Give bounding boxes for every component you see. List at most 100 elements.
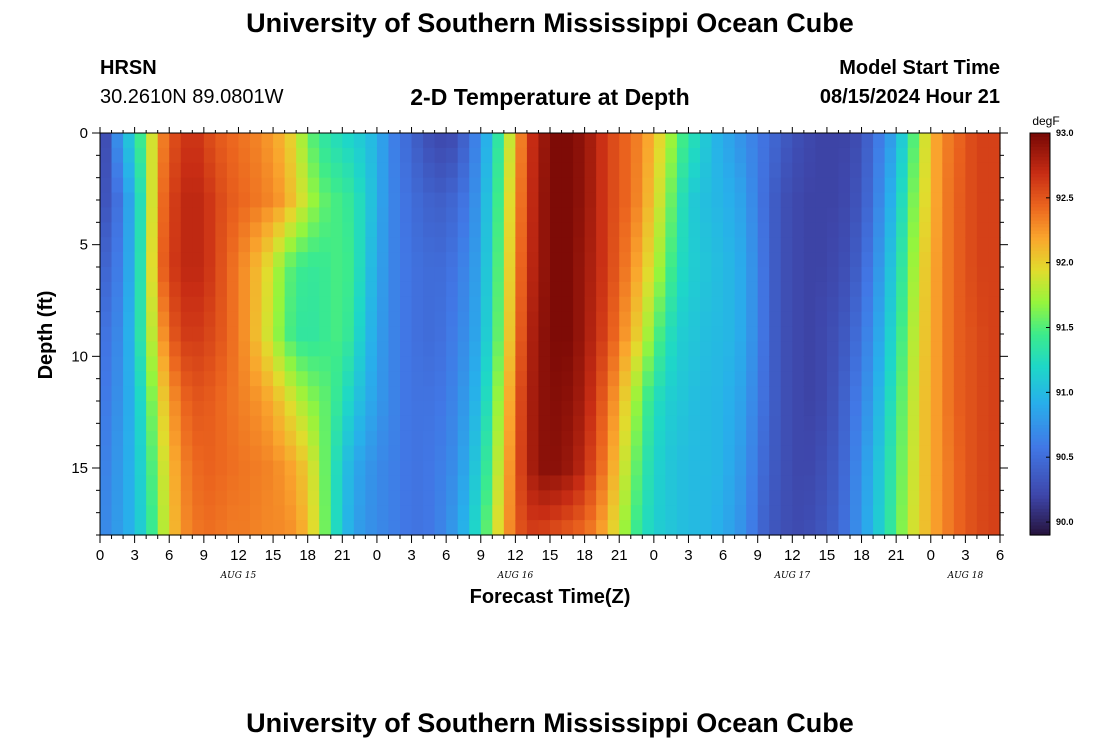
heatmap-cell	[469, 520, 482, 536]
heatmap-cell	[353, 207, 366, 223]
heatmap-cell	[688, 371, 701, 387]
heatmap-cell	[226, 192, 240, 209]
colorbar-segment	[1030, 210, 1050, 214]
y-tick-label: 15	[71, 460, 88, 477]
heatmap-cell	[538, 505, 551, 521]
heatmap-cell	[307, 386, 320, 402]
heatmap-cell	[896, 445, 909, 462]
heatmap-cell	[400, 222, 413, 238]
heatmap-cell	[423, 192, 436, 209]
heatmap-cell	[734, 281, 747, 298]
heatmap-cell	[353, 341, 366, 357]
heatmap-cell	[769, 237, 782, 253]
heatmap-cell	[976, 490, 990, 506]
heatmap-cell	[930, 177, 943, 194]
heatmap-cell	[376, 326, 390, 343]
heatmap-cell	[723, 162, 736, 179]
heatmap-cell	[365, 460, 378, 477]
heatmap-cell	[503, 371, 516, 387]
heatmap-cell	[376, 252, 390, 268]
heatmap-cell	[423, 415, 436, 432]
heatmap-cell	[907, 490, 920, 506]
heatmap-cell	[907, 520, 920, 536]
heatmap-cell	[850, 252, 863, 268]
heatmap-cell	[826, 192, 840, 209]
heatmap-cell	[203, 341, 216, 357]
heatmap-cell	[884, 207, 897, 223]
heatmap-cell	[100, 505, 113, 521]
heatmap-cell	[746, 520, 759, 536]
heatmap-cell	[180, 133, 193, 149]
heatmap-cell	[503, 133, 516, 149]
heatmap-cell	[134, 520, 147, 536]
heatmap-cell	[573, 460, 586, 477]
heatmap-cell	[376, 401, 390, 417]
heatmap-cell	[250, 133, 263, 149]
heatmap-cell	[792, 133, 805, 149]
heatmap-cell	[653, 520, 666, 536]
heatmap-cell	[469, 311, 482, 328]
heatmap-cell	[896, 162, 909, 179]
heatmap-cell	[388, 252, 401, 268]
heatmap-cell	[203, 207, 216, 223]
heatmap-cell	[873, 192, 886, 209]
heatmap-cell	[134, 371, 147, 387]
heatmap-cell	[146, 192, 159, 209]
heatmap-cell	[584, 267, 597, 283]
colorbar-segment	[1030, 176, 1050, 181]
heatmap-cell	[203, 222, 216, 238]
heatmap-cell	[896, 475, 909, 491]
heatmap-cell	[192, 133, 205, 149]
heatmap-cell	[676, 133, 690, 149]
heatmap-cell	[273, 162, 286, 179]
heatmap-cell	[446, 505, 459, 521]
heatmap-cell	[330, 296, 343, 313]
heatmap-cell	[146, 445, 159, 462]
heatmap-cell	[792, 356, 805, 372]
heatmap-cell	[261, 281, 274, 298]
heatmap-cell	[238, 326, 251, 343]
heatmap-cell	[780, 460, 793, 477]
heatmap-cell	[469, 267, 482, 283]
heatmap-cell	[850, 520, 863, 536]
heatmap-cell	[884, 445, 897, 462]
heatmap-cell	[792, 177, 805, 194]
heatmap-cell	[492, 177, 505, 194]
colorbar-segment	[1030, 424, 1050, 429]
heatmap-cell	[596, 445, 609, 462]
heatmap-cell	[273, 490, 286, 506]
heatmap-cell	[711, 326, 724, 343]
colorbar-segment	[1030, 504, 1050, 509]
heatmap-cell	[146, 222, 159, 238]
heatmap-cell	[850, 222, 863, 238]
heatmap-cell	[688, 296, 701, 313]
heatmap-cell	[792, 371, 805, 387]
heatmap-cell	[411, 505, 424, 521]
heatmap-cell	[526, 505, 540, 521]
heatmap-cell	[446, 475, 459, 491]
heatmap-cell	[826, 505, 840, 521]
heatmap-cell	[192, 207, 205, 223]
heatmap-cell	[550, 326, 563, 343]
heatmap-cell	[665, 162, 678, 179]
heatmap-cell	[342, 430, 355, 447]
heatmap-cell	[457, 147, 470, 164]
heatmap-cell	[469, 490, 482, 506]
heatmap-cell	[596, 356, 609, 372]
heatmap-cell	[561, 371, 574, 387]
colorbar-tick-label: 91.0	[1056, 387, 1074, 397]
heatmap-cell	[838, 192, 851, 209]
heatmap-cell	[573, 162, 586, 179]
heatmap-cell	[596, 311, 609, 328]
heatmap-cell	[826, 386, 840, 402]
heatmap-cell	[192, 147, 205, 164]
heatmap-cell	[711, 296, 724, 313]
heatmap-cell	[457, 162, 470, 179]
colorbar-segment	[1030, 300, 1050, 305]
heatmap-cell	[434, 162, 447, 179]
heatmap-cell	[780, 475, 793, 491]
heatmap-cell	[319, 267, 332, 283]
heatmap-cell	[180, 207, 193, 223]
heatmap-cell	[388, 192, 401, 209]
heatmap-cell	[353, 371, 366, 387]
